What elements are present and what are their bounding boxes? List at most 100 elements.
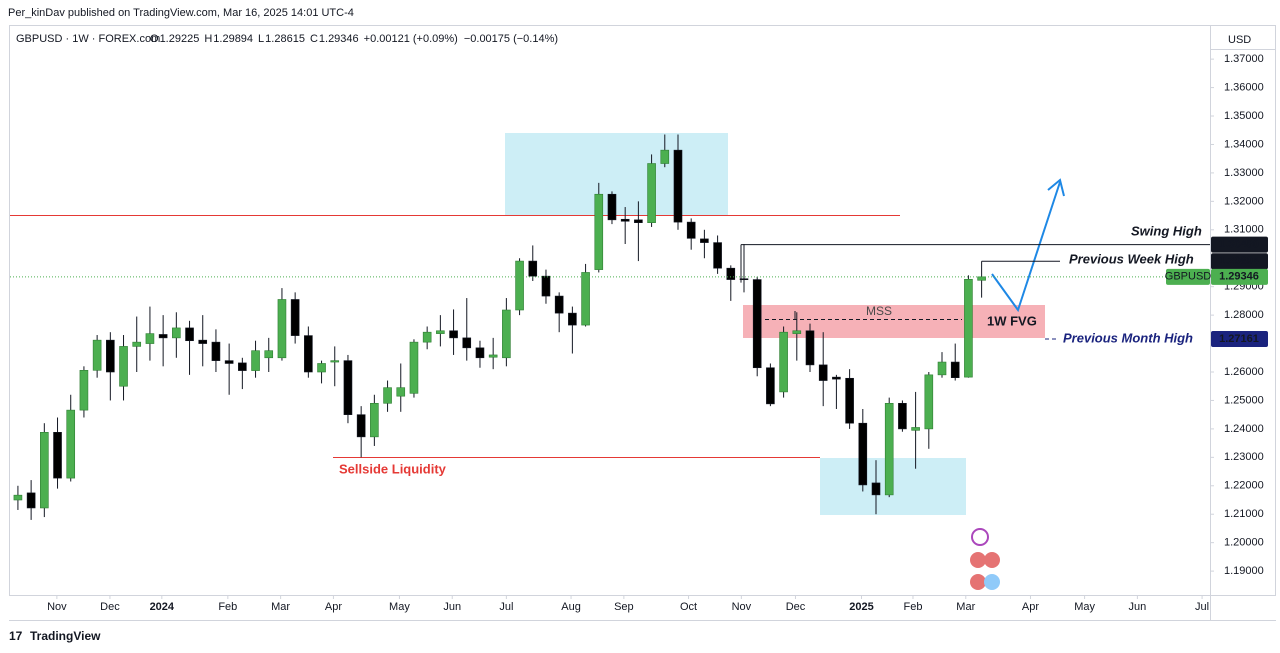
candle-body — [805, 330, 815, 366]
candle-body — [726, 267, 736, 280]
candle-body — [383, 387, 392, 404]
candle-body — [713, 242, 722, 269]
candle-body — [26, 492, 36, 509]
legend-change: +0.00121 (+0.09%) — [364, 33, 458, 45]
candle-body — [13, 494, 23, 501]
candle-body — [739, 278, 749, 281]
x-tick-label: Oct — [680, 601, 697, 613]
price-label: 1.29894 — [1219, 255, 1260, 267]
x-tick-label: Feb — [903, 601, 922, 613]
x-tick-label: May — [389, 601, 410, 613]
candle-body — [594, 193, 604, 270]
legend-key: C — [310, 33, 318, 45]
publisher: Per_kinDav published on TradingView.com,… — [8, 7, 354, 19]
candle-body — [53, 432, 62, 479]
x-tick-label: May — [1074, 601, 1095, 613]
event-icon — [970, 574, 986, 590]
legend-value: 1.29894 — [213, 33, 253, 45]
candle-body — [541, 275, 551, 297]
candle-body — [673, 149, 683, 223]
candle-body — [686, 221, 696, 239]
legend-value: 1.29346 — [319, 33, 359, 45]
price-label-name-box — [1166, 268, 1210, 285]
supply-zone — [505, 133, 728, 215]
brand-logo: 17 — [9, 629, 23, 643]
candle-body — [317, 363, 326, 373]
price-label-name: GBPUSD — [1165, 271, 1212, 283]
candle-body — [304, 335, 313, 373]
symbol: GBPUSD · 1W · FOREX.com — [16, 33, 160, 45]
candle-body — [818, 364, 828, 381]
candle-body — [792, 330, 802, 334]
x-tick-label: Apr — [1022, 601, 1039, 613]
candle-body — [66, 409, 76, 479]
x-tick-label: Aug — [561, 601, 581, 613]
annotation: Swing High — [1131, 223, 1202, 238]
candle-body — [264, 350, 274, 359]
annotation: Previous Month High — [1063, 330, 1193, 345]
candle-body — [251, 350, 260, 371]
candle-body — [832, 376, 841, 380]
x-tick-label: Feb — [218, 601, 237, 613]
candle-body — [290, 299, 300, 336]
y-tick-label: 1.26000 — [1224, 366, 1264, 378]
y-tick-label: 1.22000 — [1224, 480, 1264, 492]
x-tick-label: Jul — [1195, 601, 1209, 613]
candle-body — [528, 260, 538, 277]
y-tick-label: 1.31000 — [1224, 224, 1264, 236]
annotation: Previous Week High — [1069, 251, 1194, 266]
candle-body — [106, 339, 115, 373]
projection-arrow — [991, 181, 1061, 313]
x-tick-label: Dec — [786, 601, 806, 613]
y-tick-label: 1.34000 — [1224, 138, 1264, 150]
candle-body — [871, 482, 881, 496]
legend-value: 1.28615 — [265, 33, 305, 45]
candle-body — [766, 367, 775, 405]
candle-body — [185, 327, 194, 342]
candle-body — [898, 402, 907, 430]
x-tick-label: Mar — [271, 601, 290, 613]
price-label: 1.27161 — [1219, 333, 1259, 345]
price-label: 1.29346 — [1219, 271, 1259, 283]
price-label-box — [1211, 236, 1268, 253]
candle-body — [409, 341, 419, 394]
candle-body — [554, 295, 564, 314]
candle-body — [475, 347, 485, 359]
candle-body — [884, 402, 894, 496]
candle-body — [79, 369, 89, 411]
brand: TradingView — [30, 629, 101, 643]
x-tick-label: Mar — [956, 601, 975, 613]
frame — [9, 25, 1276, 596]
price-label: 1.30480 — [1219, 238, 1259, 250]
x-tick-label: 2024 — [150, 601, 175, 613]
candle-body — [211, 341, 221, 361]
x-tick-label: Apr — [325, 601, 342, 613]
candle-body — [845, 377, 854, 424]
legend-key: H — [204, 33, 212, 45]
candle-body — [581, 272, 590, 326]
candle-body — [911, 427, 920, 431]
candle-body — [422, 331, 432, 343]
event-icon — [971, 528, 989, 546]
candle-body — [937, 361, 947, 376]
candle-body — [238, 362, 247, 371]
candle-body — [396, 387, 406, 397]
legend-value: 1.29225 — [160, 33, 200, 45]
candle-body — [620, 218, 630, 222]
y-tick-label: 1.36000 — [1224, 81, 1264, 93]
arrow-head — [1047, 178, 1065, 197]
event-icon — [984, 574, 1000, 590]
candle-body — [924, 374, 934, 430]
candle-body — [502, 309, 511, 359]
candle-body — [950, 361, 960, 378]
y-tick-label: 1.32000 — [1224, 195, 1264, 207]
price-label-box — [1211, 330, 1268, 347]
candle-body — [515, 260, 524, 311]
candle-body — [977, 276, 986, 281]
y-tick-label: 1.33000 — [1224, 167, 1264, 179]
candle-body — [779, 331, 788, 393]
candle-body — [660, 149, 670, 164]
legend-key: L — [258, 33, 264, 45]
